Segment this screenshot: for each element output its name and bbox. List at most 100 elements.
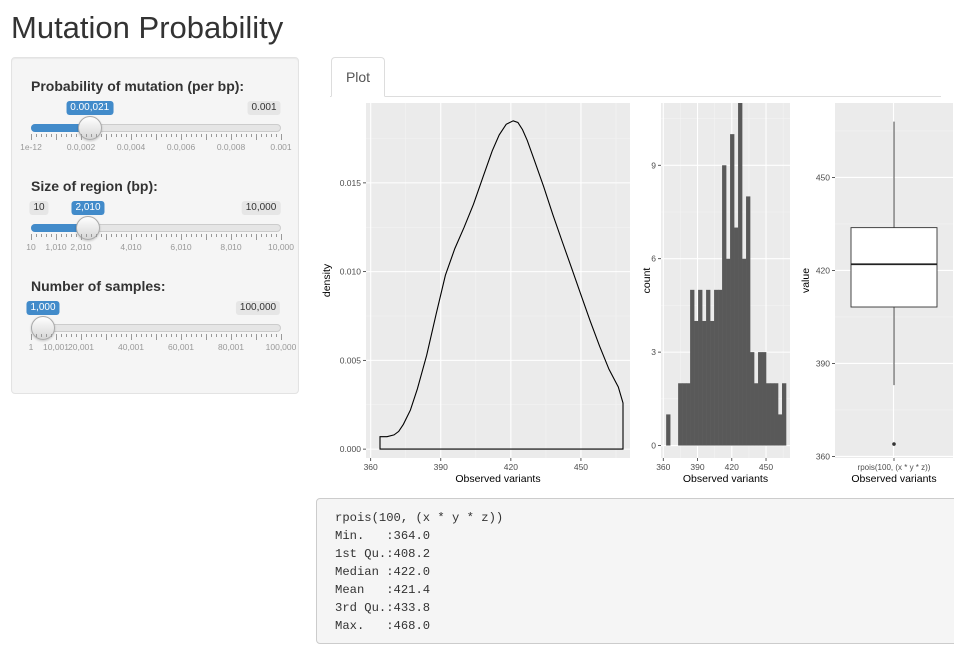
histogram-bar [742, 258, 747, 446]
slider-value-badge: 0.00,021 [66, 101, 114, 115]
slider-tick [156, 234, 157, 240]
slider-value-badge: 1,000 [26, 301, 60, 315]
sidebar-panel: Probability of mutation (per bp): 0.001 … [11, 57, 299, 394]
x-tick-label: 360 [656, 462, 670, 472]
slider-tick [166, 234, 167, 237]
slider-tick [231, 334, 232, 340]
slider-tick-label: 2,010 [70, 242, 92, 252]
slider-tick [246, 334, 247, 337]
slider-tick [276, 334, 277, 337]
slider-tick-label: 8,010 [220, 242, 242, 252]
slider-tick [111, 234, 112, 237]
slider-tick [126, 334, 127, 337]
slider-tick [91, 234, 92, 237]
slider-tick-label: 10,000 [268, 242, 294, 252]
slider-tick [121, 234, 122, 237]
slider-tick [61, 334, 62, 337]
slider-tick [251, 334, 252, 337]
y-tick-label: 420 [816, 265, 830, 275]
slider-tick [256, 234, 257, 240]
sample-count-slider[interactable]: Number of samples: 100,000 1,000 1 10,001… [26, 278, 296, 368]
slider-tick [136, 134, 137, 137]
summary-output: rpois(100, (x * y * z)) Min. :364.0 1st … [316, 498, 954, 644]
slider-tick [201, 334, 202, 337]
slider-tick [76, 134, 77, 137]
slider-tick [186, 234, 187, 237]
slider-tick [51, 134, 52, 137]
slider-tick [61, 234, 62, 237]
slider-tick-label: 0.0,006 [166, 142, 196, 152]
slider-tick [241, 234, 242, 237]
slider-tick [226, 234, 227, 237]
slider-tick [211, 234, 212, 237]
y-tick-label: 9 [651, 160, 656, 170]
x-tick-label: 420 [725, 462, 739, 472]
summary-header: rpois(100, (x * y * z)) [335, 511, 504, 525]
slider-fill [31, 224, 88, 232]
slider-tick [91, 134, 92, 137]
slider-tick [176, 134, 177, 137]
plot-panel-background [366, 103, 630, 458]
slider-tick [191, 234, 192, 237]
slider-ticks [31, 234, 282, 242]
slider-tick [156, 134, 157, 140]
region-size-slider[interactable]: Size of region (bp): 10 10,000 2,010 10 1… [26, 178, 294, 268]
x-tick-label: 420 [504, 462, 518, 472]
slider-tick [261, 334, 262, 337]
slider-tick [106, 334, 107, 340]
slider-tick-label: 1,010 [45, 242, 67, 252]
y-axis-label: density [321, 263, 333, 297]
histogram-bar [778, 414, 783, 446]
slider-tick-label: 6,010 [170, 242, 192, 252]
sample-count-label: Number of samples: [31, 278, 166, 294]
slider-tick [196, 334, 197, 337]
slider-min-badge: 10 [29, 201, 49, 215]
slider-tick [281, 234, 282, 240]
slider-tick [271, 134, 272, 137]
slider-tick [271, 234, 272, 237]
slider-ticks [31, 334, 282, 342]
slider-tick [146, 134, 147, 137]
summary-line: Mean :421.4 [335, 583, 431, 597]
slider-max-badge: 100,000 [235, 301, 281, 315]
summary-line: 1st Qu.:408.2 [335, 547, 431, 561]
x-tick-label: 390 [434, 462, 448, 472]
slider-tick [131, 334, 132, 340]
slider-tick [116, 334, 117, 337]
slider-tick [196, 134, 197, 137]
tab-plot[interactable]: Plot [331, 57, 385, 97]
histogram-bar [678, 383, 683, 446]
slider-track[interactable] [31, 324, 281, 332]
x-tick-label: 390 [690, 462, 704, 472]
x-axis-label: Observed variants [683, 473, 768, 485]
slider-tick [171, 334, 172, 337]
slider-tick [211, 134, 212, 137]
histogram-bar [686, 383, 691, 446]
histogram-bar [718, 289, 723, 446]
slider-tick [151, 334, 152, 337]
slider-tick [36, 334, 37, 337]
mutation-probability-slider[interactable]: Probability of mutation (per bp): 0.001 … [20, 78, 292, 168]
slider-handle[interactable] [77, 116, 102, 140]
slider-tick [101, 134, 102, 137]
slider-tick [186, 334, 187, 337]
slider-tick [76, 234, 77, 237]
slider-tick [111, 134, 112, 137]
slider-tick [281, 334, 282, 340]
x-tick-label: 450 [759, 462, 773, 472]
histogram-bar [746, 196, 751, 446]
y-tick-label: 450 [816, 172, 830, 182]
histogram-bar [702, 320, 707, 446]
slider-tick-label: 0.0,004 [116, 142, 146, 152]
slider-tick [236, 134, 237, 137]
histogram-bar [666, 414, 671, 446]
y-tick-label: 0.005 [340, 355, 362, 365]
slider-tick [216, 334, 217, 337]
x-tick-label: 360 [364, 462, 378, 472]
y-tick-label: 0.000 [340, 444, 362, 454]
slider-tick [71, 234, 72, 237]
slider-tick [251, 134, 252, 137]
x-tick-label: 450 [574, 462, 588, 472]
slider-tick [56, 234, 57, 240]
slider-tick [251, 234, 252, 237]
